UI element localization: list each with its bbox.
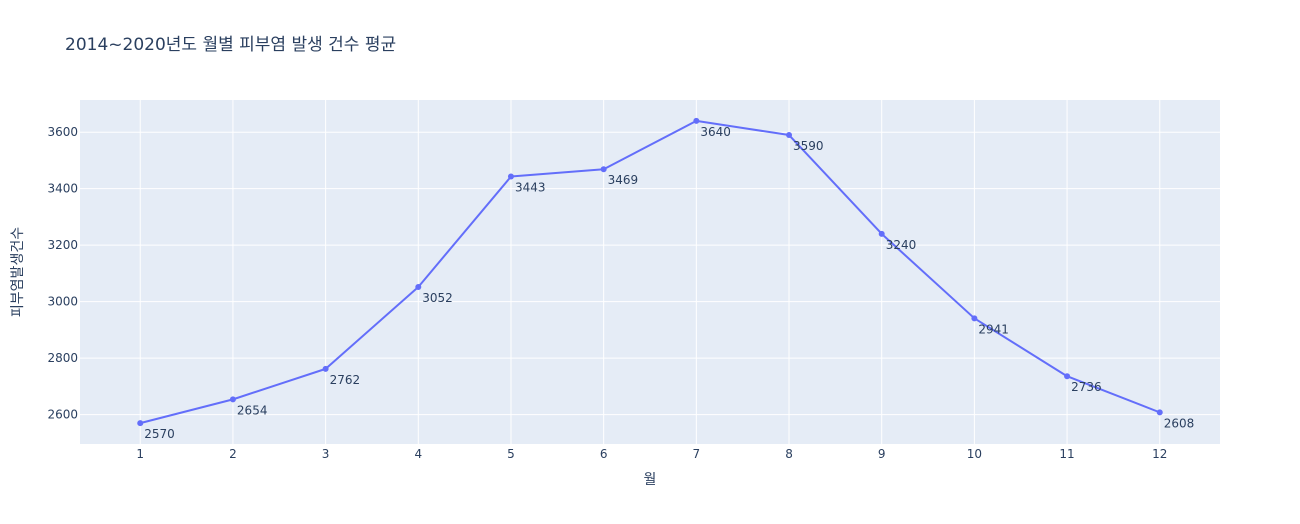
data-point [878,230,885,237]
data-point [415,283,422,290]
data-label: 2654 [237,403,268,417]
x-tick-label: 1 [136,447,144,461]
x-tick-label: 4 [414,447,422,461]
data-label: 3052 [422,291,453,305]
x-tick-label: 2 [229,447,237,461]
x-tick-label: 7 [693,447,701,461]
data-point [971,315,978,322]
data-point [600,166,607,173]
x-tick-label: 11 [1059,447,1074,461]
series-line [139,119,1161,425]
x-tick-label: 3 [322,447,330,461]
y-tick-label: 3000 [47,295,78,309]
data-label: 3443 [515,181,546,195]
y-tick-label: 3600 [47,125,78,139]
data-point [229,396,236,403]
y-tick-label: 3200 [47,238,78,252]
data-label: 2608 [1164,416,1195,430]
y-axis-title: 피부염발생건수 [10,227,26,317]
data-point [1156,409,1163,416]
chart-title: 2014~2020년도 월별 피부염 발생 건수 평균 [65,35,396,55]
data-point [137,420,144,427]
data-label: 2762 [330,373,361,387]
x-axis-title: 월 [644,472,657,488]
y-tick-label: 2800 [47,351,78,365]
x-tick-label: 10 [967,447,982,461]
grid-lines [80,100,1220,444]
data-label: 2570 [144,427,175,441]
data-point [786,132,793,139]
data-point [322,365,329,372]
data-label: 2941 [978,322,1009,336]
data-label: 3469 [608,173,639,187]
data-label: 3240 [886,238,917,252]
data-label: 3640 [700,125,731,139]
data-point [507,173,514,180]
data-label: 3590 [793,139,824,153]
data-point [1064,373,1071,380]
y-tick-label: 2600 [47,408,78,422]
x-tick-label: 9 [878,447,886,461]
data-point [693,117,700,124]
y-tick-label: 3400 [47,182,78,196]
x-tick-label: 8 [785,447,793,461]
data-label: 2736 [1071,380,1102,394]
series-layer: 2570 2654 2762 3052 3443 3469 3640 3590 3240 2941… [137,117,1195,441]
x-tick-label: 6 [600,447,608,461]
x-tick-label: 5 [507,447,515,461]
x-tick-label: 12 [1152,447,1167,461]
